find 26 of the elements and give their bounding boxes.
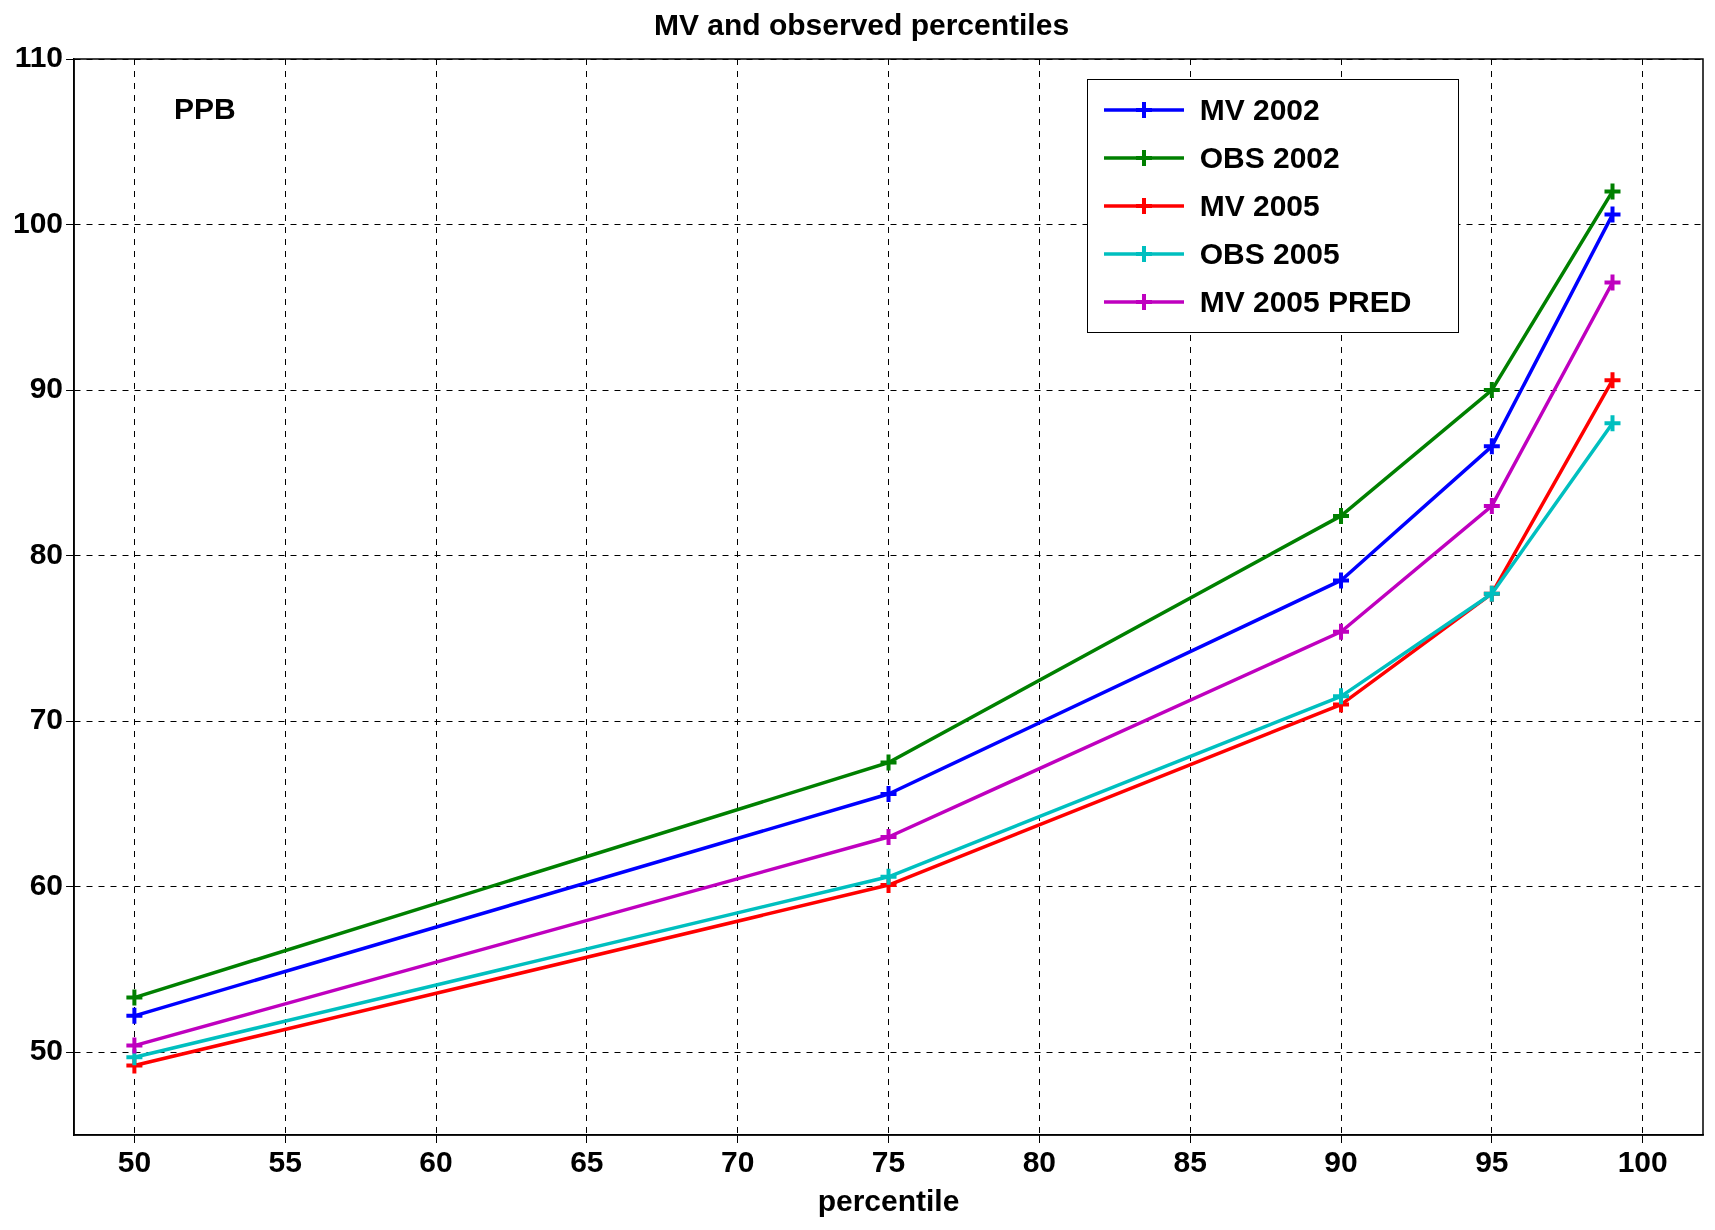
y-tick-label: 60 bbox=[29, 867, 64, 901]
y-tick-label: 90 bbox=[29, 371, 64, 405]
x-tick-label: 80 bbox=[1022, 1145, 1057, 1179]
y-tick-label: 50 bbox=[29, 1033, 64, 1067]
x-tick-label: 70 bbox=[721, 1145, 755, 1179]
chart-title: MV and observed percentiles bbox=[653, 8, 1070, 42]
x-tick-label: 100 bbox=[1617, 1145, 1668, 1179]
x-axis-title: percentile bbox=[817, 1184, 960, 1218]
y-tick-label: 100 bbox=[12, 205, 64, 239]
y-tick-label: 80 bbox=[29, 536, 64, 570]
x-tick-label: 85 bbox=[1173, 1145, 1207, 1179]
x-tick-label: 55 bbox=[268, 1145, 302, 1179]
x-tick-label: 90 bbox=[1324, 1145, 1358, 1179]
y-tick-label: 110 bbox=[14, 40, 64, 74]
x-tick-label: 60 bbox=[419, 1145, 453, 1179]
x-tick-label: 75 bbox=[871, 1145, 906, 1179]
legend-label: OBS 2002 bbox=[1199, 141, 1341, 175]
y-tick-label: 70 bbox=[29, 702, 64, 736]
legend-label: MV 2002 bbox=[1199, 93, 1321, 127]
x-tick-label: 65 bbox=[570, 1145, 604, 1179]
legend-label: MV 2005 bbox=[1199, 189, 1321, 223]
x-tick-label: 50 bbox=[117, 1145, 152, 1179]
legend-label: MV 2005 PRED bbox=[1199, 285, 1413, 319]
annotation: PPB bbox=[174, 92, 236, 126]
legend-label: OBS 2005 bbox=[1199, 237, 1341, 271]
x-tick-label: 95 bbox=[1475, 1145, 1509, 1179]
